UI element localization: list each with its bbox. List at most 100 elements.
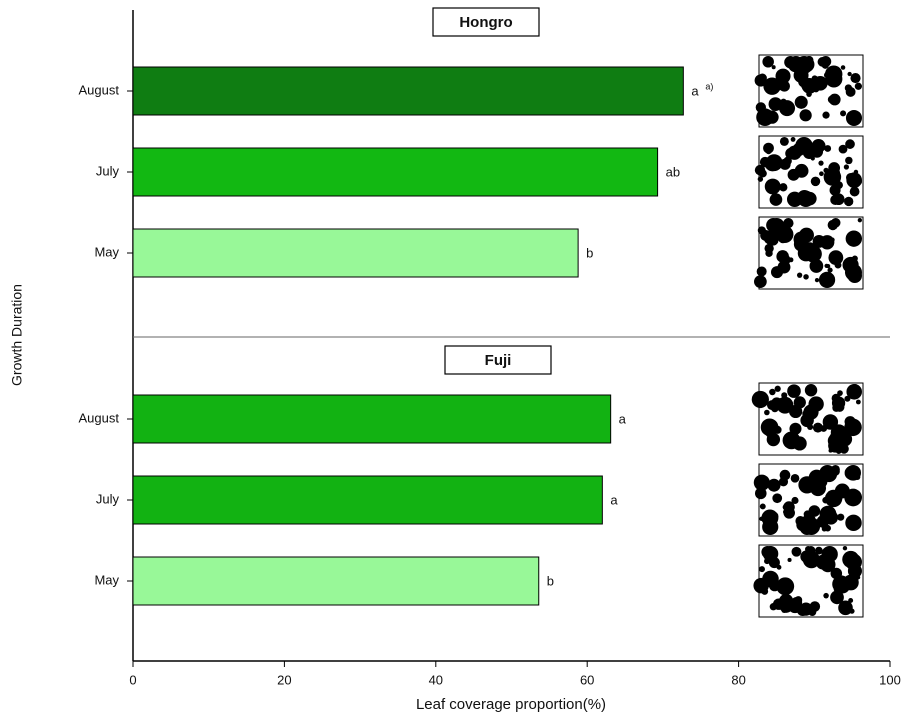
bar-annotation: a — [619, 411, 627, 426]
panel-title: Hongro — [459, 14, 512, 31]
leaf-blob — [760, 503, 766, 509]
leaf-blob — [783, 509, 789, 515]
leaf-blob — [823, 168, 828, 173]
leaf-blob — [765, 110, 778, 123]
leaf-blob — [795, 96, 808, 109]
leaf-blob — [802, 477, 809, 484]
leaf-blob — [788, 558, 792, 562]
leaf-blob — [766, 430, 774, 438]
leaf-blob — [854, 170, 858, 174]
leaf-blob — [810, 259, 824, 273]
leaf-blob — [840, 110, 846, 116]
leaf-blob — [768, 554, 774, 560]
leaf-blob — [847, 72, 851, 76]
y-tick-label: May — [94, 244, 119, 259]
leaf-blob — [828, 250, 843, 265]
leaf-blob — [845, 260, 849, 264]
leaf-blob — [772, 65, 776, 69]
leaf-blob — [818, 57, 828, 67]
leaf-blob — [849, 392, 856, 399]
leaf-blob — [835, 483, 850, 498]
leaf-blob — [785, 148, 796, 159]
x-tick-label: 80 — [731, 672, 745, 687]
leaf-blob — [845, 139, 855, 149]
leaf-blob — [755, 165, 765, 175]
leaf-blob — [784, 56, 796, 68]
leaf-blob — [822, 112, 829, 119]
leaf-blob — [762, 571, 779, 588]
leaf-blob — [792, 547, 802, 557]
leaf-blob — [787, 384, 801, 398]
leaf-blob — [770, 512, 779, 521]
leaf-blob — [825, 70, 842, 87]
page: Growth Duration Leaf coverage proportion… — [0, 0, 908, 717]
leaf-blob — [843, 546, 847, 550]
bar-annotation: b — [586, 245, 593, 260]
leaf-blob — [834, 596, 840, 602]
leaf-blob — [766, 148, 772, 154]
leaf-blob — [758, 226, 766, 234]
leaf-blob — [800, 109, 812, 121]
leaf-blob — [804, 56, 813, 65]
leaf-blob — [764, 410, 770, 416]
x-tick-label: 20 — [277, 672, 291, 687]
leaf-blob — [831, 218, 841, 228]
bar — [133, 148, 658, 196]
leaf-blob — [787, 192, 802, 207]
leaf-blob — [829, 431, 843, 445]
leaf-blob — [791, 497, 798, 504]
leaf-blob — [826, 422, 831, 427]
leaf-blob — [766, 154, 783, 171]
canopy-image — [754, 464, 863, 536]
canopy-image — [752, 383, 863, 455]
canopy-image — [755, 136, 863, 208]
leaf-blob — [846, 110, 862, 126]
leaf-blob — [801, 142, 812, 153]
leaf-blob — [780, 470, 791, 481]
leaf-blob — [811, 146, 823, 158]
leaf-blob — [829, 167, 840, 178]
leaf-blob — [838, 601, 853, 616]
leaf-blob — [829, 449, 833, 453]
leaf-blob — [855, 83, 862, 90]
canopy-image — [754, 217, 863, 289]
leaf-blob — [836, 580, 850, 594]
leaf-blob — [772, 493, 782, 503]
leaf-blob — [856, 575, 860, 579]
leaf-blob — [844, 164, 849, 169]
leaf-blob — [830, 238, 834, 242]
leaf-blob — [781, 392, 787, 398]
leaf-blob — [853, 275, 860, 282]
leaf-blob — [767, 235, 778, 246]
leaf-blob — [818, 161, 823, 166]
leaf-blob — [752, 391, 769, 408]
leaf-blob — [831, 568, 843, 580]
leaf-blob — [850, 73, 860, 83]
bar-annotation: ab — [666, 164, 680, 179]
x-axis-label: Leaf coverage proportion(%) — [416, 696, 606, 713]
leaf-blob — [819, 272, 835, 288]
bar — [133, 229, 578, 277]
leaf-blob — [843, 257, 859, 273]
leaf-blob — [777, 565, 782, 570]
leaf-blob — [775, 69, 790, 84]
y-axis-label: Growth Duration — [9, 284, 25, 386]
leaf-blob — [856, 400, 861, 405]
leaf-blob — [845, 515, 861, 531]
leaf-blob — [815, 278, 819, 282]
leaf-blob — [778, 261, 791, 274]
leaf-blob — [758, 176, 763, 181]
leaf-blob — [759, 517, 763, 521]
leaf-blob — [754, 275, 767, 288]
bar — [133, 476, 602, 524]
leaf-blob — [842, 551, 859, 568]
leaf-blob — [823, 593, 829, 599]
leaf-blob — [780, 137, 789, 146]
leaf-blob — [841, 65, 846, 70]
panel-title: Fuji — [485, 352, 512, 369]
leaf-blob — [828, 96, 836, 104]
leaf-blob — [775, 386, 781, 392]
y-tick-label: May — [94, 572, 119, 587]
leaf-blob — [845, 466, 859, 480]
leaf-blob — [765, 179, 781, 195]
